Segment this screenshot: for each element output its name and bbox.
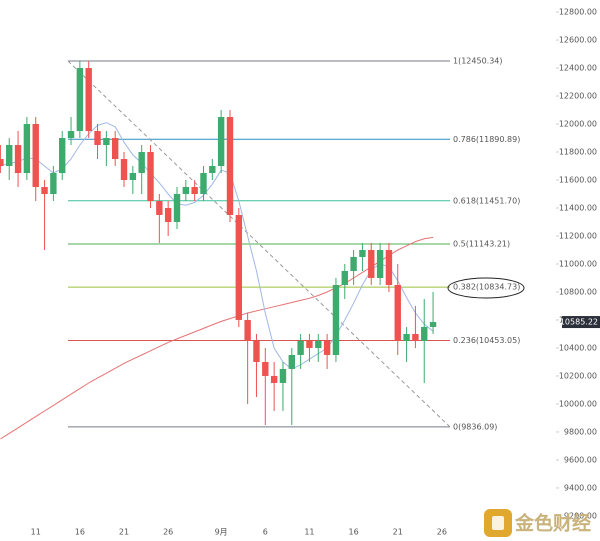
candle-body <box>85 68 92 132</box>
x-tick-label: 26 <box>437 528 447 537</box>
candle-body <box>421 326 428 341</box>
candle-body <box>279 368 287 383</box>
x-tick-label: 9月 <box>215 528 228 537</box>
candle-body <box>76 68 84 132</box>
y-tick-label: 12600.00 <box>559 36 597 45</box>
y-tick-label: 11400.00 <box>559 204 597 213</box>
y-tick-label: 11800.00 <box>559 148 597 157</box>
last-price-label: 10585.22 <box>560 318 598 327</box>
candle-body <box>306 340 313 348</box>
y-tick-label: 10000.00 <box>559 399 597 408</box>
candle-body <box>297 340 304 355</box>
x-tick-label: 21 <box>119 528 129 537</box>
candle-body <box>270 375 278 383</box>
y-tick-label: 11200.00 <box>559 231 597 240</box>
y-tick-label: 9400.00 <box>564 483 597 492</box>
fib-label: 0.618(11451.70) <box>453 196 520 205</box>
candle-body <box>217 117 225 167</box>
fib-label: 0.382(10834.73) <box>453 283 520 292</box>
fib-label: 0.786(11890.89) <box>453 135 520 144</box>
y-tick-label: 10200.00 <box>559 371 597 380</box>
candle-body <box>235 214 243 320</box>
candle-body <box>32 124 39 188</box>
y-tick-label: 10400.00 <box>559 343 597 352</box>
fib-label: 0.236(10453.05) <box>453 336 520 345</box>
candle-body <box>403 333 410 341</box>
candle-body <box>41 187 48 195</box>
candle-body <box>209 166 216 174</box>
candle-body <box>67 131 75 139</box>
candle-body <box>288 354 295 369</box>
candle-body <box>244 319 251 341</box>
candle-body <box>394 284 401 341</box>
candle-body <box>6 145 13 167</box>
y-tick-label: 11600.00 <box>559 176 597 185</box>
candle-body <box>147 152 154 202</box>
candle-body <box>14 145 22 174</box>
x-tick-label: 16 <box>349 528 359 537</box>
candle-body <box>315 340 322 348</box>
candle-body <box>191 187 198 195</box>
x-tick-label: 6 <box>263 528 268 537</box>
y-tick-label: 12400.00 <box>559 64 597 73</box>
candle-body <box>156 201 163 215</box>
x-tick-label: 21 <box>393 528 403 537</box>
candle-body <box>0 159 4 167</box>
fib-label: 1(12450.34) <box>453 56 503 65</box>
candle-body <box>200 173 207 195</box>
x-tick-label: 11 <box>304 528 314 537</box>
candle-body <box>182 187 190 195</box>
watermark-text: 金色财经 <box>514 512 591 535</box>
candle-body <box>385 249 393 285</box>
candle-body <box>262 361 269 376</box>
y-tick-label: 12800.00 <box>559 8 597 17</box>
candle-body <box>120 159 128 181</box>
candle-body <box>341 270 348 285</box>
candle-body <box>50 173 57 195</box>
y-tick-label: 9800.00 <box>564 427 597 436</box>
x-tick-label: 26 <box>163 528 173 537</box>
candle-body <box>359 249 366 257</box>
candle-body <box>138 152 145 174</box>
ma-line <box>0 236 434 440</box>
y-tick-label: 9600.00 <box>564 455 597 464</box>
candle-body <box>23 124 31 174</box>
candle-body <box>173 194 181 222</box>
candle-body <box>103 138 110 146</box>
ma-line <box>0 122 434 370</box>
candle-body <box>368 249 375 278</box>
candle-body <box>429 322 437 327</box>
x-tick-label: 11 <box>31 528 41 537</box>
candle-body <box>111 138 119 160</box>
y-tick-label: 12200.00 <box>559 92 597 101</box>
fib-label: 0.5(11143.21) <box>453 239 510 248</box>
x-tick-label: 16 <box>75 528 85 537</box>
candle-body <box>350 256 357 271</box>
highlight-ellipse <box>447 277 525 299</box>
logo-mark <box>492 516 504 530</box>
last-price-box <box>562 316 600 329</box>
fib-label: 0(9836.09) <box>453 422 497 431</box>
candle-body <box>323 340 331 355</box>
candle-body <box>129 173 137 181</box>
candle-body <box>332 284 340 355</box>
candle-body <box>164 208 172 222</box>
plot-area: 9200.00 9400.00 9600.00 9800.00 10000.00 1020… <box>0 8 600 537</box>
y-tick-label: 12000.00 <box>559 120 597 129</box>
y-tick-label: 11000.00 <box>559 259 597 268</box>
candle-body <box>59 138 66 174</box>
candle-body <box>253 340 260 362</box>
y-tick-label: 9200.00 <box>564 511 597 520</box>
candle-body <box>412 333 419 341</box>
y-tick-label: 10800.00 <box>559 287 597 296</box>
watermark: 金色财经 <box>484 509 591 537</box>
candle-body <box>376 249 384 278</box>
candle-body <box>94 131 101 146</box>
candle-body <box>226 117 234 215</box>
